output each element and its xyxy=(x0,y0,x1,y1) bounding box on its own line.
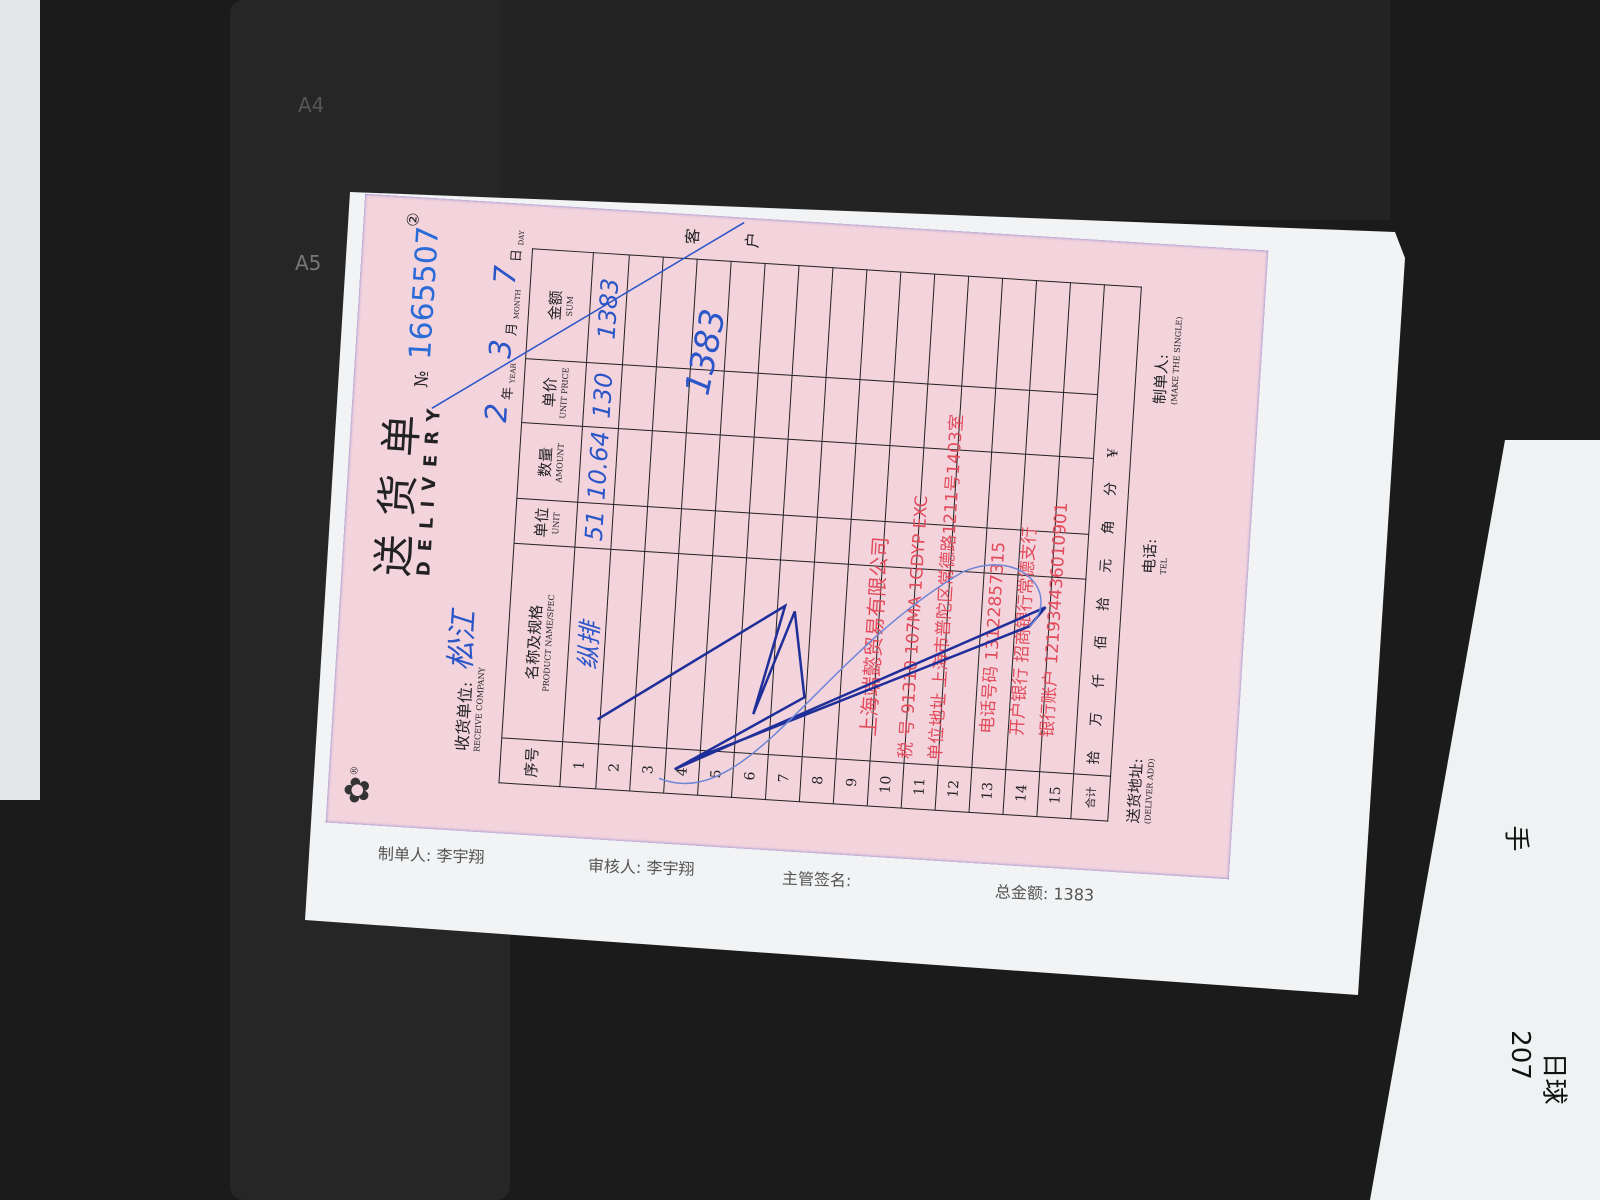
sheet-maker: 制单人: 李宇翔 xyxy=(377,844,485,867)
note-text-1: 207 xyxy=(1504,1030,1535,1080)
sheet-total: 总金额: 1383 xyxy=(994,882,1095,905)
sheet-reviewer: 审核人: 李宇翔 xyxy=(587,856,695,879)
right-note-paper xyxy=(1370,440,1600,1200)
tray-label-a4: A4 xyxy=(298,93,324,117)
file-tray-back xyxy=(500,0,1390,220)
note-text-3: 手 xyxy=(1500,825,1531,852)
left-paper-edge xyxy=(0,0,40,800)
note-text-2: 日球 xyxy=(1538,1052,1569,1105)
signature-scribble xyxy=(431,221,1047,785)
sheet-supervisor: 主管签名: xyxy=(781,868,852,891)
tray-label-a5: A5 xyxy=(295,251,321,275)
delivery-receipt: ✿® 送货单 DELIVERY № 1665507 收货单位: RECEIVE C… xyxy=(325,193,1269,880)
